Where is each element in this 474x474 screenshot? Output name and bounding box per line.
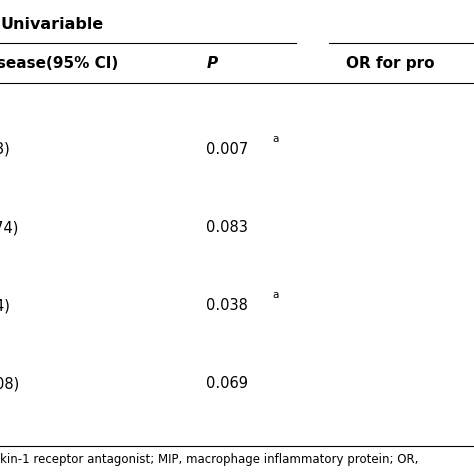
Text: OR for pro: OR for pro [346,56,435,72]
Text: kin-1 receptor antagonist; MIP, macrophage inflammatory protein; OR,: kin-1 receptor antagonist; MIP, macropha… [0,453,419,465]
Text: a: a [273,134,279,144]
Text: disease(95% CI): disease(95% CI) [0,56,118,72]
Text: P: P [206,56,217,72]
Text: .63): .63) [0,142,10,157]
Text: .94): .94) [0,298,10,313]
Text: 1.08): 1.08) [0,376,19,392]
Text: 7.74): 7.74) [0,220,19,235]
Text: 0.083: 0.083 [206,220,248,235]
Text: 0.007: 0.007 [206,142,248,157]
Text: 0.038: 0.038 [206,298,248,313]
Text: 0.069: 0.069 [206,376,248,392]
Text: a: a [273,290,279,301]
Text: Univariable: Univariable [0,17,103,32]
